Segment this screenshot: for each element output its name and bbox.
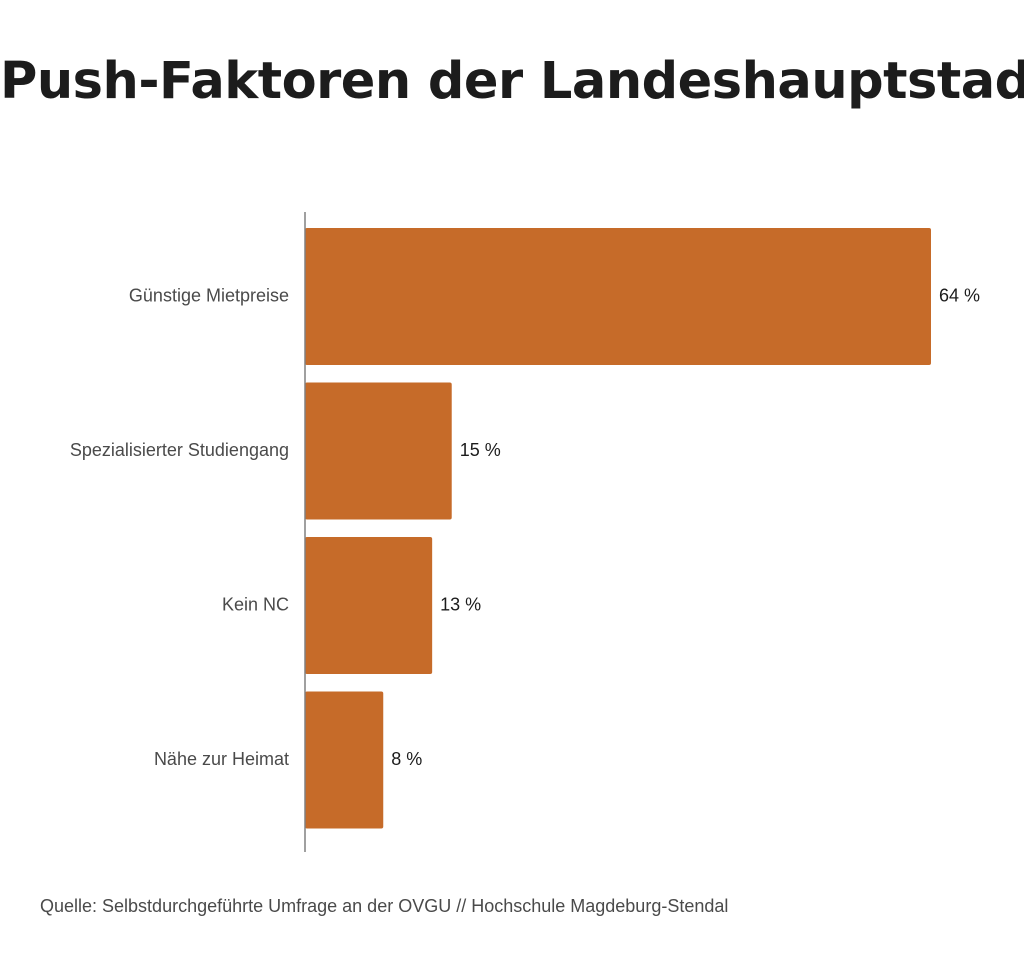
category-label: Spezialisierter Studiengang bbox=[70, 440, 289, 460]
bar bbox=[305, 382, 452, 520]
chart-title: Push-Faktoren der Landeshauptstadt bbox=[0, 52, 1024, 111]
source-note: Quelle: Selbstdurchgeführte Umfrage an d… bbox=[40, 896, 729, 916]
bar bbox=[305, 691, 384, 829]
value-label: 8 % bbox=[391, 749, 422, 769]
category-label: Kein NC bbox=[222, 594, 289, 614]
value-label: 13 % bbox=[440, 594, 481, 614]
value-label: 64 % bbox=[939, 285, 980, 305]
value-label: 15 % bbox=[460, 440, 501, 460]
bar bbox=[305, 537, 433, 674]
bar-chart: Günstige Mietpreise 64 % Spezialisierter S… bbox=[70, 212, 980, 852]
category-label: Nähe zur Heimat bbox=[154, 749, 289, 769]
category-label: Günstige Mietpreise bbox=[129, 285, 289, 305]
bar bbox=[305, 228, 931, 365]
